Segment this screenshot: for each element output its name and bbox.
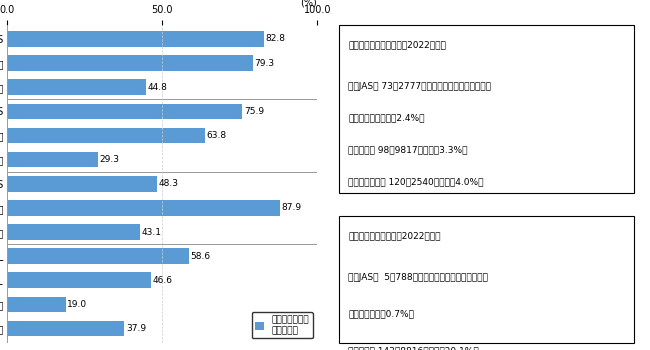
Text: 46.6: 46.6 [153, 276, 173, 285]
Bar [6, 79, 146, 95]
Text: 供給の0.7%）: 供給の0.7%） [348, 309, 414, 318]
Bar [6, 296, 66, 312]
Text: 63.8: 63.8 [206, 131, 226, 140]
Text: 特別栽培： 143億8816万円（同20.1%）: 特別栽培： 143億8816万円（同20.1%） [348, 346, 479, 350]
Text: 58.6: 58.6 [190, 252, 210, 261]
FancyBboxPatch shape [339, 216, 634, 343]
Text: 82.8: 82.8 [265, 35, 285, 43]
Bar [6, 152, 97, 167]
Text: 87.9: 87.9 [281, 203, 302, 212]
Bar [6, 248, 188, 264]
Text: 特別栽培： 98億9817万円（同3.3%）: 特別栽培： 98億9817万円（同3.3%） [348, 146, 468, 155]
Bar [6, 104, 242, 119]
Bar [6, 321, 124, 336]
Legend: 取り扱いがある
生協の割合: 取り扱いがある 生協の割合 [252, 312, 313, 338]
Text: (%): (%) [300, 0, 317, 8]
Bar [6, 200, 280, 216]
Bar [6, 272, 151, 288]
Bar [6, 176, 157, 191]
Text: 48.3: 48.3 [158, 179, 178, 188]
Text: 有機JAS： 73億2777万円（調査対象生協全体の青: 有機JAS： 73億2777万円（調査対象生協全体の青 [348, 82, 491, 91]
Text: 44.8: 44.8 [148, 83, 167, 92]
Text: 独自ブランド： 120億2540万円（同4.0%）: 独自ブランド： 120億2540万円（同4.0%） [348, 177, 484, 187]
Text: 29.3: 29.3 [99, 155, 119, 164]
Bar [6, 224, 140, 240]
Text: 79.3: 79.3 [254, 58, 274, 68]
Text: 43.1: 43.1 [142, 228, 162, 237]
Text: 19.0: 19.0 [67, 300, 87, 309]
Text: 果総供給の2.4%）: 果総供給の2.4%） [348, 114, 425, 123]
Bar [6, 55, 253, 71]
Text: 青果における供給実績（2022年度）: 青果における供給実績（2022年度） [348, 41, 446, 49]
Text: 37.9: 37.9 [126, 324, 146, 333]
Text: 有機JAS：  5億788万円（調査対象生協全体の米総: 有機JAS： 5億788万円（調査対象生協全体の米総 [348, 273, 488, 282]
FancyBboxPatch shape [339, 25, 634, 193]
Text: 75.9: 75.9 [244, 107, 264, 116]
Text: 米における供給実績（2022年度）: 米における供給実績（2022年度） [348, 232, 441, 240]
Bar [6, 31, 264, 47]
Bar [6, 128, 205, 144]
